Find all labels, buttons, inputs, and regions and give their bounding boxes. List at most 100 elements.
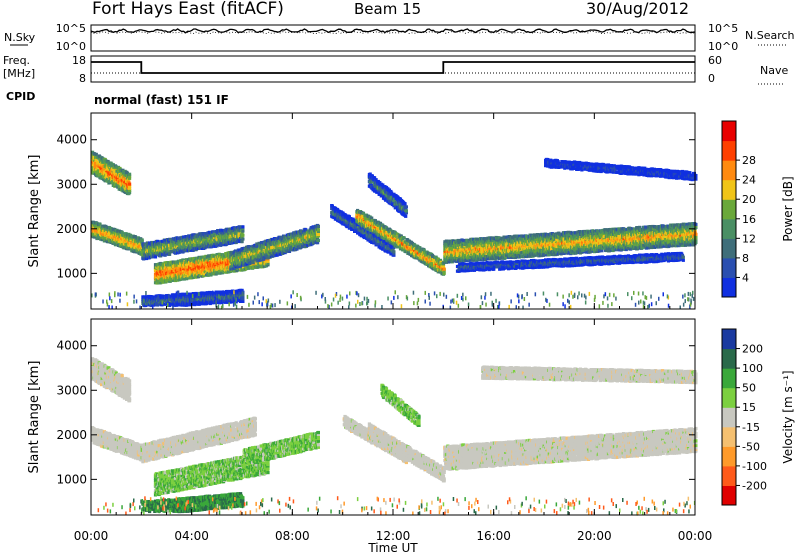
scatter-cell [128, 190, 132, 194]
scatter-cell [140, 238, 144, 242]
scatter-cell [105, 175, 109, 180]
scatter-cell [215, 244, 219, 248]
scatter-cell [279, 241, 283, 245]
scatter-cell [156, 239, 160, 243]
scatter-cell [252, 247, 256, 251]
scatter-cell [281, 251, 285, 255]
scatter-cell [114, 165, 118, 169]
scatter-cell [176, 244, 180, 249]
scatter-cell [403, 202, 407, 206]
scatter-cell [167, 240, 171, 244]
scatter-cell [110, 164, 114, 169]
scatter-band [91, 220, 144, 256]
nsearch-label: N.Search [745, 29, 795, 42]
scatter-cell [94, 152, 98, 156]
scatter-cell [157, 248, 161, 252]
scatter-cell [176, 236, 181, 240]
scatter-cell [392, 250, 396, 254]
scatter-cell [240, 240, 244, 244]
scatter-cell [287, 249, 292, 253]
noise-tick-left-bottom: 10^0 [56, 40, 86, 53]
scatter-cell [316, 232, 320, 237]
scatter-cell [164, 269, 168, 273]
scatter-cell [237, 232, 241, 236]
scatter-cell [238, 264, 242, 268]
scatter-cell [245, 262, 249, 266]
scatter-cell [96, 224, 101, 228]
scatter-band [141, 225, 245, 261]
scatter-cell [269, 244, 273, 248]
scatter-cell [133, 235, 138, 239]
nsky-trace [90, 28, 696, 34]
scatter-cell [128, 184, 132, 188]
scatter-cell [200, 234, 204, 238]
scatter-cell [266, 261, 270, 265]
scatter-cell [176, 268, 180, 272]
scatter-cell [159, 278, 163, 282]
scatter-cell [218, 269, 222, 273]
scatter-cell [402, 236, 406, 240]
freq-tick-right-top: 60 [708, 54, 722, 67]
scatter-cell [254, 253, 258, 257]
scatter-cell [260, 249, 264, 253]
scatter-band [91, 150, 132, 196]
scatter-cell [251, 266, 255, 270]
frequency-trace [91, 61, 695, 74]
scatter-cell [237, 225, 241, 229]
nsky-label: N.Sky [4, 31, 36, 44]
scatter-cell [159, 254, 163, 258]
scatter-cell [210, 236, 214, 240]
scatter-cell [358, 230, 362, 234]
freq-unit-label: [MHz] [3, 67, 35, 80]
scatter-cell [128, 174, 132, 178]
scatter-cell [219, 262, 223, 266]
scatter-cell [316, 238, 320, 243]
scatter-cell [91, 223, 95, 227]
freq-strip-frame [90, 55, 696, 83]
site-title: Fort Hays East (fitACF) [92, 0, 284, 19]
nave-label: Nave [760, 64, 788, 77]
scatter-cell [107, 170, 111, 174]
scatter-cell [127, 180, 131, 184]
scatter-cell [377, 242, 381, 246]
scatter-cell [239, 227, 243, 231]
scatter-cell [96, 166, 101, 170]
scatter-cell [218, 271, 222, 275]
scatter-cell [170, 250, 174, 254]
scatter-cell [94, 163, 98, 167]
scatter-cell [239, 256, 243, 260]
scatter-cell [257, 241, 261, 245]
scatter-cell [104, 224, 108, 229]
scatter-cell [237, 234, 241, 238]
scatter-cell [361, 227, 365, 231]
scatter-cell [176, 259, 181, 263]
power-panel [90, 112, 698, 310]
scatter-cell [111, 163, 115, 167]
scatter-cell [162, 249, 166, 253]
scatter-cell [173, 251, 178, 255]
scatter-cell [215, 271, 219, 275]
scatter-cell [151, 241, 155, 245]
noise-tick-right-top: 10^5 [708, 22, 738, 35]
scatter-cell [213, 264, 218, 268]
scatter-cell [271, 245, 275, 249]
scatter-cell [347, 215, 351, 219]
scatter-cell [316, 236, 320, 240]
scatter-cell [221, 242, 225, 246]
scatter-cell [186, 276, 190, 280]
nsearch-trace [90, 30, 696, 35]
scatter-cell [316, 224, 320, 228]
scatter-cell [235, 268, 239, 273]
scatter-cell [211, 230, 215, 234]
scatter-cell [122, 244, 126, 248]
scatter-cell [215, 253, 219, 257]
scatter-cell [187, 242, 191, 246]
scatter-cell [212, 254, 216, 258]
scatter-cell [228, 235, 232, 239]
noise-tick-left-top: 10^5 [56, 22, 86, 35]
scatter-cell [94, 155, 98, 159]
scatter-cell [206, 260, 210, 264]
scatter-cell [404, 209, 408, 213]
freq-tick-right-bottom: 0 [708, 72, 715, 85]
scatter-cell [128, 176, 132, 180]
